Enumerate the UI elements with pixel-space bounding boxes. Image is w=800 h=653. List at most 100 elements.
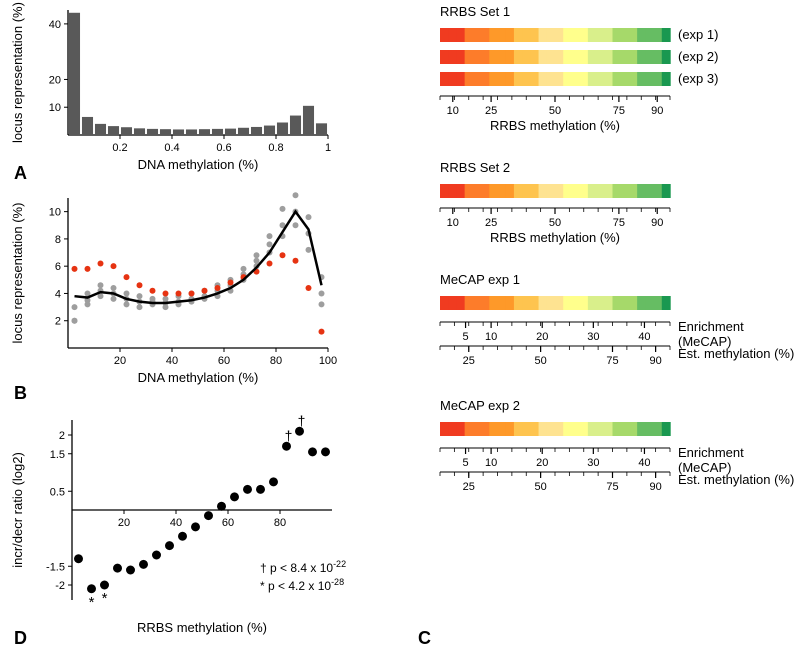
heatmap-cell: [456, 296, 465, 310]
x-axis-label: RRBS methylation (%): [137, 620, 267, 635]
scatter-dot-gray: [267, 241, 273, 247]
heatmap-cell: [489, 422, 498, 436]
axis-tick-label: 5: [462, 331, 468, 343]
heatmap-cell: [613, 72, 622, 86]
axis-label: RRBS methylation (%): [490, 118, 620, 133]
heatmap-cell: [604, 296, 613, 310]
axis-tick-label: 30: [587, 457, 599, 469]
histogram-bar: [134, 128, 145, 135]
heatmap-cell: [604, 72, 613, 86]
axis-tick-label: 50: [535, 481, 547, 493]
heatmap-cell: [621, 296, 630, 310]
heatmap-cell: [596, 50, 605, 64]
heatmap-cell: [514, 422, 523, 436]
heatmap-cell: [637, 72, 646, 86]
strip-label: (exp 3): [678, 71, 718, 86]
heatmap-cell: [604, 422, 613, 436]
heatmap-cell: [555, 28, 564, 42]
heatmap-cell: [637, 28, 646, 42]
heatmap-cell: [473, 184, 482, 198]
heatmap-cell: [645, 50, 654, 64]
heatmap-cell: [654, 50, 663, 64]
histogram-bar: [95, 124, 106, 135]
histogram-bar: [173, 129, 184, 135]
scatter-dot-red: [85, 266, 91, 272]
heatmap-cell: [473, 28, 482, 42]
y-tick-label: 4: [55, 288, 61, 300]
histogram-bar: [160, 129, 171, 135]
heatmap-cell: [563, 50, 572, 64]
heatmap-cell: [530, 184, 539, 198]
histogram-bar: [238, 128, 249, 135]
heatmap-cell: [580, 28, 589, 42]
scatter-dot-red: [293, 258, 299, 264]
scatter-dot-gray: [111, 296, 117, 302]
heatmap-cell: [498, 50, 507, 64]
scatter-dot-red: [280, 252, 286, 258]
axis-tick-label: 90: [650, 355, 662, 367]
heatmap-cell: [522, 422, 531, 436]
heatmap-cell: [473, 72, 482, 86]
y-tick-label: 20: [49, 74, 61, 86]
heatmap-cell: [571, 28, 580, 42]
heatmap-cell: [580, 184, 589, 198]
scatter-dot-gray: [293, 192, 299, 198]
heatmap-cell: [654, 184, 663, 198]
heatmap-cell: [530, 296, 539, 310]
heatmap-cell: [481, 422, 490, 436]
scatter-dot-gray: [137, 304, 143, 310]
heatmap-cell: [621, 28, 630, 42]
heatmap-cell: [621, 50, 630, 64]
legend-star: * p < 4.2 x 10-28: [260, 577, 344, 593]
scatter-dot: [178, 532, 187, 541]
histogram-bar: [277, 123, 288, 136]
axis-tick-label: 10: [485, 457, 497, 469]
axis-right-label: Enrichment: [678, 445, 744, 460]
histogram-bar: [225, 129, 236, 135]
heatmap-cell: [539, 72, 548, 86]
histogram-bar: [147, 129, 158, 135]
scatter-dot-gray: [150, 296, 156, 302]
heatmap-cell: [522, 296, 531, 310]
scatter-dot-red: [111, 263, 117, 269]
y-axis-label: locus representation (%): [10, 203, 25, 344]
panel-c-label: C: [418, 628, 431, 649]
panel-b-chart: 20406080100246810DNA methylation (%)locu…: [0, 190, 400, 390]
heatmap-cell: [514, 296, 523, 310]
x-tick-label: 40: [166, 355, 178, 367]
heatmap-cell: [514, 184, 523, 198]
x-tick-label: 40: [170, 517, 182, 529]
axis-tick-label: 40: [638, 331, 650, 343]
heatmap-cell: [473, 50, 482, 64]
heatmap-cell: [498, 296, 507, 310]
heatmap-cell: [555, 296, 564, 310]
axis-tick-label: 75: [606, 355, 618, 367]
heatmap-cell: [506, 50, 515, 64]
heatmap-cell: [629, 296, 638, 310]
scatter-dot-red: [267, 260, 273, 266]
heatmap-cell: [498, 422, 507, 436]
y-tick-label: 6: [55, 261, 61, 273]
heatmap-cell: [654, 422, 663, 436]
heatmap-cell: [637, 296, 646, 310]
histogram-bar: [316, 123, 327, 135]
heatmap-cell: [580, 50, 589, 64]
heatmap-cell: [539, 296, 548, 310]
scatter-dot-red: [163, 290, 169, 296]
x-tick-label: 1: [325, 142, 331, 154]
heatmap-cell: [571, 296, 580, 310]
heatmap-cell: [604, 50, 613, 64]
heatmap-cell: [506, 422, 515, 436]
x-tick-label: 0.6: [216, 142, 231, 154]
scatter-dot-red: [189, 290, 195, 296]
scatter-dot-gray: [111, 285, 117, 291]
heatmap-cell: [448, 50, 457, 64]
scatter-dot: [308, 447, 317, 456]
scatter-dot-gray: [137, 293, 143, 299]
y-tick-label: 2: [55, 316, 61, 328]
axis-tick-label: 75: [613, 105, 625, 117]
heatmap-cell: [489, 184, 498, 198]
heatmap-cell: [448, 72, 457, 86]
panel-d-chart: 20406080-2-1.50.51.52**††RRBS methylatio…: [0, 408, 400, 648]
scatter-dot-red: [319, 329, 325, 335]
